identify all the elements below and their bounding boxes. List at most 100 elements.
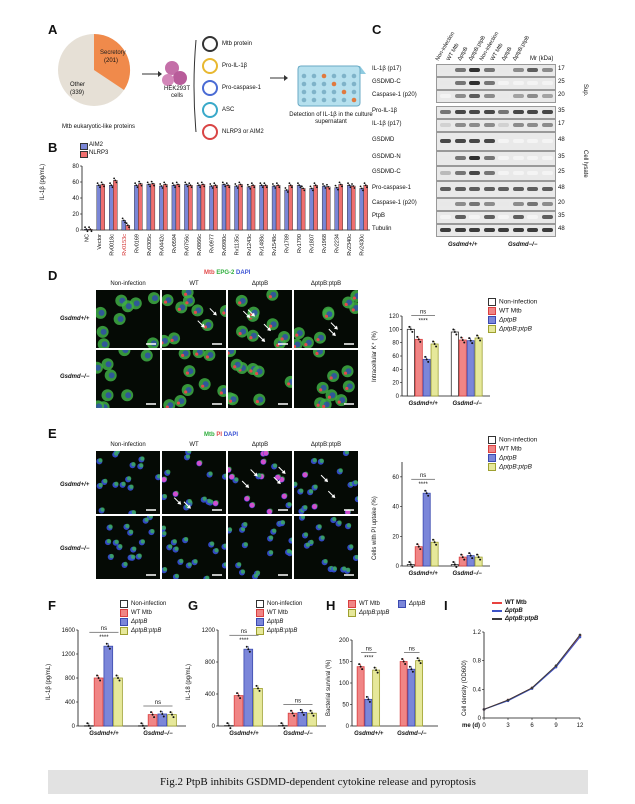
- data-dot: [411, 566, 414, 569]
- micrograph-r1-c2: [228, 350, 292, 408]
- data-dot: [416, 335, 419, 338]
- y-tick-label: 40: [72, 196, 79, 202]
- data-dot: [99, 679, 102, 682]
- panel-d-row1: Gsdmd+/+: [60, 316, 90, 322]
- sig-ns: ns: [101, 626, 107, 632]
- data-dot: [433, 541, 436, 544]
- micro-col-header-0: Non-infection: [110, 281, 146, 287]
- data-dot: [409, 328, 412, 331]
- data-dot: [402, 660, 405, 663]
- blot-geno1: Gsdmd+/+: [448, 242, 478, 248]
- bar-1-1: [407, 668, 416, 727]
- blot-band: [469, 81, 480, 85]
- data-dot: [335, 186, 338, 189]
- blot-kda-value-10: 35: [558, 213, 565, 219]
- legend-label-1: WT Mtb: [499, 307, 522, 315]
- blot-band: [469, 228, 480, 232]
- data-dot: [110, 184, 113, 187]
- mtb-signal: [140, 539, 146, 544]
- x-tick-label-Rv1135c: Rv1135c: [235, 234, 241, 256]
- bar-Rv1789-nlrp3: [288, 185, 293, 231]
- panel-e-row1: Gsdmd+/+: [60, 482, 90, 488]
- plate-well: [351, 73, 357, 79]
- sig-ns-2: ns: [155, 700, 161, 706]
- data-dot: [311, 189, 314, 192]
- bar-1-1: [147, 714, 158, 727]
- y-tick-label: 0: [396, 564, 400, 570]
- data-dot: [149, 185, 151, 188]
- mtb-signal: [176, 401, 181, 405]
- data-dot: [229, 727, 232, 730]
- blot-row-label-9: Caspase-1 (p20): [372, 200, 417, 206]
- legend-item-1: WT Mtb: [120, 609, 152, 617]
- micro-col-header-2: ΔptpB: [251, 442, 269, 448]
- arrow-indicator-head: [324, 478, 329, 483]
- blot-band: [440, 187, 451, 191]
- data-dot: [153, 716, 156, 719]
- data-dot: [336, 188, 339, 191]
- y-tick-label: 60: [392, 475, 399, 481]
- blot-band: [512, 81, 524, 85]
- legend-swatch-3: [256, 627, 264, 635]
- stain-epg2: EPG-2: [216, 270, 235, 276]
- data-dot: [165, 185, 168, 188]
- legend-swatch-3: [488, 463, 496, 471]
- data-dot: [235, 185, 238, 187]
- blot-kda-value-5: 48: [558, 137, 565, 143]
- blot-band: [483, 123, 495, 127]
- mtb-signal: [202, 496, 207, 501]
- x-tick-label: 0: [482, 723, 486, 729]
- y-tick-label: 0.8: [473, 659, 482, 665]
- legend-swatch-aim2: [80, 143, 88, 150]
- blot-band: [498, 171, 509, 175]
- data-dot: [479, 339, 482, 342]
- data-dot: [455, 566, 458, 569]
- mtb-signal: [186, 451, 192, 454]
- mtb-signal: [203, 325, 207, 329]
- panel-b-chart: 0 20 40 60 80 NC Vector Rv0018c Rv0153c Rv0169 Rv0…: [72, 164, 370, 256]
- legend-item-2: ΔptpB: [256, 618, 283, 626]
- mtb-signal: [345, 567, 351, 573]
- x-tick-label-Rv2234: Rv2234: [335, 234, 341, 253]
- legend-item-1: WT Mtb: [488, 307, 522, 315]
- data-dot: [151, 182, 154, 185]
- pi-signal: [281, 493, 287, 499]
- data-dot: [172, 716, 175, 719]
- mtb-signal: [299, 488, 304, 493]
- data-dot: [427, 360, 430, 363]
- data-dot: [334, 184, 337, 187]
- blot-kda-6: 35: [558, 154, 565, 160]
- pie-secretory-label: Secretory: [100, 50, 126, 56]
- mtb-signal: [181, 353, 185, 358]
- data-dot: [260, 184, 263, 187]
- data-dot: [111, 186, 114, 189]
- blot-kda-0: 17: [558, 66, 565, 72]
- plate-well: [341, 89, 347, 95]
- mtb-signal: [346, 523, 352, 528]
- data-dot: [281, 724, 284, 727]
- data-dot: [198, 184, 200, 187]
- blot-strip-10: [436, 211, 556, 224]
- mtb-signal: [148, 516, 154, 519]
- mtb-signal: [185, 371, 189, 375]
- data-dot: [250, 182, 253, 185]
- x-tick-label-Rv0442c: Rv0442c: [159, 234, 165, 256]
- data-dot: [86, 722, 89, 725]
- mtb-signal: [294, 481, 298, 487]
- data-dot: [150, 711, 153, 714]
- arrow-indicator-head: [186, 504, 191, 509]
- data-dot: [136, 186, 139, 189]
- data-dot: [171, 713, 174, 716]
- blot-kda-8: 48: [558, 185, 565, 191]
- blot-kda-4: 17: [558, 121, 565, 127]
- legend-label-3: ΔptpB:ptpB: [267, 628, 298, 634]
- sig-stars: ****: [99, 635, 109, 641]
- blot-band: [454, 123, 466, 127]
- bar-0-1: [364, 698, 373, 727]
- series-point-2: [578, 633, 582, 637]
- mtb-signal: [228, 399, 233, 403]
- mtb-signal: [126, 476, 132, 481]
- blot-band: [527, 202, 538, 206]
- figure-caption: Fig.2 PtpB inhibits GSDMD-dependent cyto…: [48, 770, 588, 794]
- data-dot: [419, 340, 422, 343]
